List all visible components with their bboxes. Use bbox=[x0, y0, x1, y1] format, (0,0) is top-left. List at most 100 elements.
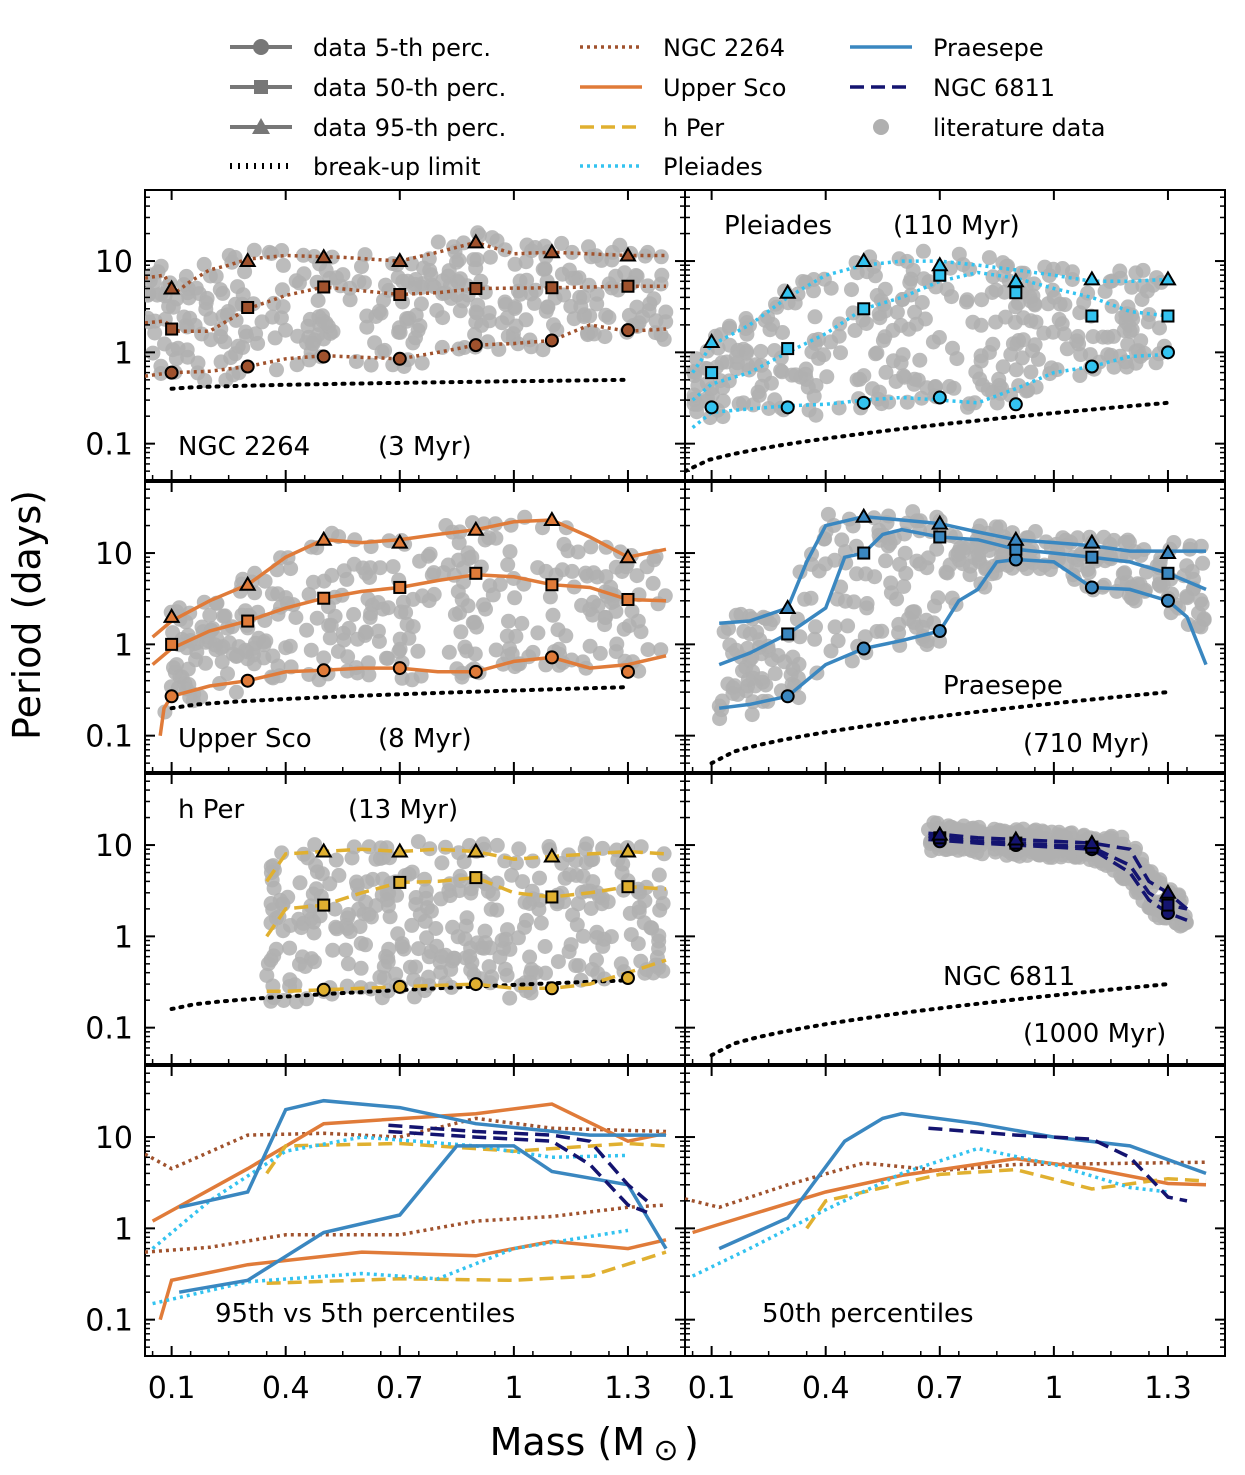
panel-frame bbox=[144, 1065, 686, 1357]
literature-point bbox=[202, 607, 218, 623]
panel-caption: 95th vs 5th percentiles bbox=[215, 1299, 515, 1329]
literature-point bbox=[808, 378, 824, 393]
literature-point bbox=[456, 235, 472, 251]
cluster-name: NGC 6811 bbox=[943, 962, 1075, 992]
literature-point bbox=[628, 268, 644, 283]
literature-point bbox=[1080, 285, 1096, 301]
literature-point bbox=[327, 901, 343, 917]
marker-p95 bbox=[467, 233, 485, 249]
literature-point bbox=[741, 362, 757, 378]
marker-p50 bbox=[621, 880, 635, 894]
literature-point bbox=[1043, 360, 1059, 376]
literature-point bbox=[438, 839, 453, 855]
literature-point bbox=[844, 653, 860, 669]
literature-point bbox=[288, 273, 304, 289]
literature-point bbox=[477, 923, 493, 939]
literature-point bbox=[489, 837, 505, 853]
marker-p50 bbox=[1161, 566, 1175, 580]
literature-point bbox=[198, 295, 214, 311]
literature-point bbox=[929, 541, 945, 557]
y-tick-label: 1 bbox=[114, 1212, 133, 1247]
literature-point bbox=[906, 376, 922, 392]
literature-point bbox=[428, 921, 444, 936]
literature-point bbox=[517, 919, 532, 935]
legend-entry: data 50-th perc. bbox=[230, 74, 506, 102]
literature-point bbox=[951, 246, 967, 262]
literature-point bbox=[190, 355, 206, 371]
marker-p50 bbox=[1085, 309, 1099, 323]
literature-point bbox=[730, 342, 746, 358]
legend-label: data 50-th perc. bbox=[313, 74, 506, 102]
x-tick-label: 1 bbox=[504, 1371, 523, 1406]
plot-area bbox=[709, 504, 1212, 766]
literature-point bbox=[915, 619, 930, 635]
marker-p5 bbox=[164, 689, 179, 704]
percentile-curve-p95 bbox=[691, 259, 1169, 374]
literature-point bbox=[803, 590, 819, 606]
literature-point bbox=[518, 312, 534, 328]
literature-point bbox=[266, 295, 282, 311]
marker-p5 bbox=[544, 333, 559, 348]
breakup-limit-line bbox=[709, 690, 1170, 766]
literature-point bbox=[537, 939, 553, 954]
literature-point bbox=[469, 619, 485, 635]
literature-point bbox=[1081, 565, 1097, 580]
marker-p95 bbox=[467, 520, 485, 536]
literature-point bbox=[145, 287, 156, 303]
marker-p5 bbox=[316, 663, 331, 678]
literature-point bbox=[1008, 362, 1024, 378]
literature-point bbox=[393, 604, 409, 620]
literature-point bbox=[591, 888, 607, 904]
literature-point bbox=[413, 296, 429, 312]
marker-p50 bbox=[393, 580, 407, 594]
literature-point bbox=[412, 318, 428, 334]
literature-point bbox=[1027, 296, 1042, 312]
cluster-age: (8 Myr) bbox=[378, 724, 472, 754]
series-ngc-2264-p50 bbox=[685, 1160, 1207, 1210]
marker-p50 bbox=[165, 322, 179, 336]
marker-p5 bbox=[468, 977, 483, 992]
legend-entry: Pleiades bbox=[580, 153, 763, 181]
legend-label: Pleiades bbox=[663, 153, 763, 181]
y-tick-label: 1 bbox=[114, 920, 133, 955]
cluster-name: Upper Sco bbox=[178, 724, 312, 754]
literature-point bbox=[338, 918, 354, 933]
literature-point bbox=[858, 316, 874, 331]
literature-point bbox=[571, 958, 587, 974]
legend-label: NGC 6811 bbox=[933, 74, 1055, 102]
literature-point bbox=[736, 395, 751, 411]
marker-p95 bbox=[543, 511, 561, 527]
literature-point bbox=[147, 325, 163, 341]
literature-point bbox=[942, 260, 958, 276]
percentile-curve-p5 bbox=[718, 557, 1208, 710]
legend-entry: data 95-th perc. bbox=[230, 114, 506, 142]
literature-point bbox=[612, 237, 628, 253]
literature-point bbox=[561, 944, 577, 960]
literature-point bbox=[1095, 329, 1111, 345]
literature-point bbox=[308, 881, 324, 897]
marker-p50 bbox=[317, 280, 331, 294]
literature-point bbox=[489, 233, 505, 249]
literature-point bbox=[621, 307, 637, 323]
literature-point bbox=[306, 925, 322, 941]
literature-point bbox=[833, 579, 849, 595]
literature-point bbox=[289, 357, 305, 373]
x-axis-label-symbol: ⊙ bbox=[653, 1433, 678, 1468]
literature-point bbox=[282, 940, 298, 956]
literature-point bbox=[1027, 337, 1043, 353]
literature-point bbox=[288, 610, 304, 625]
literature-point bbox=[530, 560, 546, 576]
literature-point bbox=[408, 897, 424, 912]
marker-p50 bbox=[1085, 550, 1099, 564]
literature-point bbox=[430, 234, 446, 250]
marker-p50 bbox=[621, 279, 635, 293]
literature-point bbox=[833, 345, 848, 361]
literature-point bbox=[408, 330, 423, 346]
marker-p5 bbox=[316, 349, 331, 364]
literature-point bbox=[998, 259, 1014, 275]
literature-point bbox=[414, 355, 430, 371]
literature-point bbox=[325, 942, 341, 958]
literature-point bbox=[168, 351, 184, 367]
literature-point bbox=[235, 340, 251, 355]
literature-point bbox=[367, 335, 383, 351]
